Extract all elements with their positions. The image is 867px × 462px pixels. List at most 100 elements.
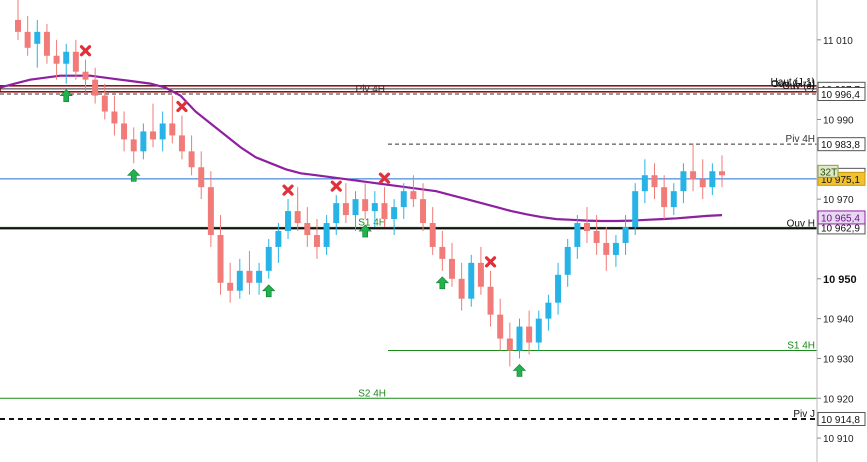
candle-body (506, 338, 513, 351)
candle-body (468, 262, 475, 299)
sell-cross-icon (330, 180, 342, 192)
candle-body (63, 51, 70, 64)
candle-body (603, 242, 610, 255)
candle-body (545, 302, 552, 319)
sell-cross-stroke (378, 172, 391, 184)
candle-body (101, 95, 108, 112)
candle-body (477, 262, 484, 287)
axis-tick-label: 11 010 (823, 36, 853, 47)
level-label: Piv J (793, 409, 815, 420)
level-badge: 10 914,8 (821, 415, 860, 426)
candle-body (188, 151, 195, 168)
extra-badge-box (817, 210, 866, 225)
candle-body (285, 211, 292, 231)
candle-body (555, 274, 562, 303)
candle-body (178, 135, 185, 152)
candle-body (72, 51, 79, 72)
candle-body (121, 123, 128, 140)
level-badge: 10 962,9 (821, 223, 860, 234)
candle-body (130, 139, 137, 152)
axis-tick-label: 10 950 (823, 274, 857, 286)
candle-body (439, 246, 446, 259)
price-axis: 11 010 10 990 10 970 10 950 10 940 10 930 10 9… (817, 36, 857, 445)
level-badge-box (817, 411, 866, 426)
candle-body (661, 187, 668, 208)
level-badge: 10 996,4 (821, 90, 860, 101)
candle-body (670, 191, 677, 208)
candle-body (410, 191, 417, 200)
candle-body (381, 203, 388, 220)
candle-body (680, 171, 687, 192)
candle-body (429, 223, 436, 247)
candle-body (448, 258, 455, 279)
buy-arrow-icon (512, 364, 527, 377)
candle-body (140, 131, 147, 152)
current-price-badge: 10 975,1 (821, 175, 860, 186)
candle-body (43, 31, 50, 56)
candle-body (632, 191, 639, 228)
axis-tick-label: 10 920 (823, 394, 854, 405)
candle-body (690, 171, 697, 180)
candle-body (371, 203, 378, 212)
axis-tick-label: 10 940 (823, 315, 854, 326)
level-label: Piv 4H (356, 84, 385, 95)
axis-tick-label: 10 970 (823, 195, 854, 206)
stacked-level-label: Haut (J-1) (771, 77, 815, 88)
plot-background (0, 0, 817, 462)
axis-tick-label: 10 990 (823, 115, 854, 126)
candle-body (526, 326, 533, 343)
level-label: S2 4H (358, 388, 386, 399)
candle-body (342, 203, 349, 216)
sell-cross-stroke (282, 184, 294, 196)
candle-body (15, 19, 21, 32)
candle-body (487, 286, 494, 315)
buy-arrow-icon (435, 276, 450, 290)
sell-cross-icon (378, 172, 391, 184)
candle-body (400, 191, 407, 208)
level-label: Piv 4H (786, 134, 815, 145)
candle-body (420, 199, 427, 224)
candle-body (622, 227, 629, 243)
moving-average (0, 74, 723, 223)
candle-body (651, 175, 658, 188)
candle-body (583, 223, 590, 231)
candle-body (391, 207, 398, 220)
stacked-level-label: Ouv (H-1) (771, 79, 815, 90)
candle-body (699, 179, 706, 188)
candle-body (34, 31, 41, 44)
level-label: S1 4H (787, 340, 815, 351)
buy-arrow-icon (59, 89, 73, 102)
axis-tick-label: 10 930 (823, 354, 854, 365)
timer-tag: 32T (820, 167, 837, 178)
candle-body (709, 171, 716, 188)
sell-cross-icon (282, 184, 294, 196)
candle-body (535, 318, 542, 343)
candle-body (275, 231, 282, 247)
timer-tag-box (817, 164, 839, 178)
sell-cross-icon (484, 256, 497, 268)
candle-body (333, 203, 340, 224)
candle-body (719, 171, 725, 176)
candle-body (236, 270, 243, 291)
candle-body (304, 223, 311, 235)
candle-body (574, 223, 581, 247)
candle-body (265, 246, 272, 271)
candle-body (227, 282, 234, 291)
candle-body (24, 31, 31, 48)
candle-body (313, 234, 320, 247)
candle-body (294, 211, 301, 224)
candle-body (53, 55, 60, 64)
candle-body (362, 199, 369, 212)
level-badge-box (817, 86, 866, 101)
candle-body (612, 242, 619, 255)
candle-body (150, 131, 157, 140)
moving-average-line (0, 74, 723, 223)
candle-body (564, 246, 571, 275)
extra-badge: 10 965,4 (821, 213, 860, 224)
candle-body (82, 71, 89, 80)
sell-cross-stroke (79, 45, 92, 57)
candle-body (497, 314, 504, 339)
candle-body (159, 123, 166, 140)
sell-cross-stroke (176, 100, 188, 113)
